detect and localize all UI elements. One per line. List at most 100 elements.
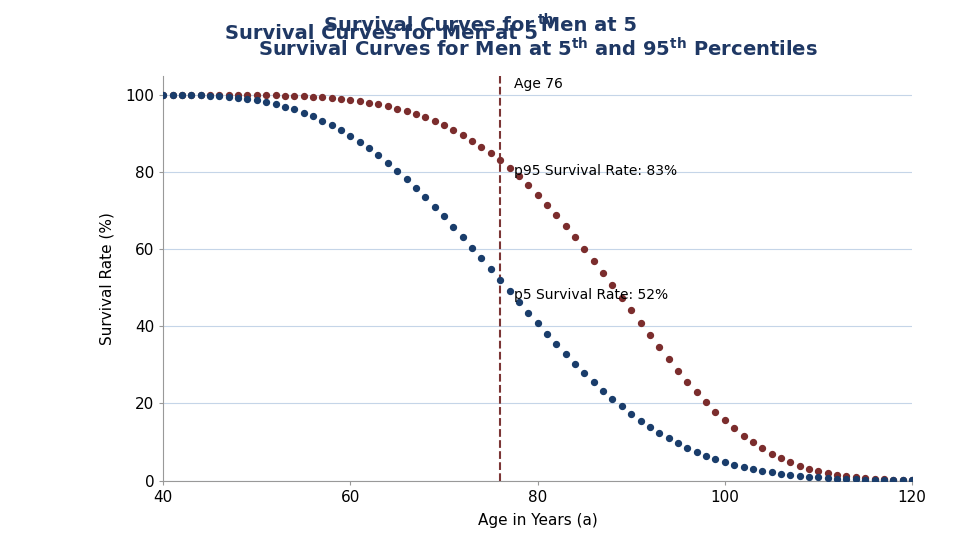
Point <box>520 181 536 190</box>
Point <box>352 97 368 105</box>
Point <box>642 331 658 340</box>
Point <box>530 191 545 199</box>
Point <box>371 151 386 160</box>
Point <box>867 475 882 483</box>
Text: p5 Survival Rate: 52%: p5 Survival Rate: 52% <box>515 288 668 302</box>
Point <box>343 131 358 140</box>
Point <box>511 298 526 306</box>
Point <box>680 443 695 452</box>
Point <box>175 91 190 99</box>
Point <box>717 457 732 466</box>
Point <box>782 470 798 479</box>
Point <box>315 116 330 125</box>
Point <box>689 448 705 456</box>
Point <box>305 92 321 101</box>
Point <box>849 473 864 482</box>
Point <box>343 96 358 104</box>
Point <box>408 110 423 118</box>
Point <box>577 244 592 253</box>
Point <box>595 268 611 277</box>
Point <box>829 474 845 483</box>
Point <box>277 91 293 100</box>
Point <box>567 233 583 241</box>
Point <box>455 233 470 241</box>
Point <box>755 444 770 453</box>
Point <box>792 471 807 480</box>
Point <box>371 100 386 109</box>
Point <box>708 455 723 463</box>
Point <box>614 293 630 302</box>
Point <box>483 265 498 273</box>
Point <box>867 475 882 484</box>
Point <box>764 449 780 458</box>
Point <box>390 104 405 113</box>
Point <box>286 92 301 100</box>
Text: Survival Curves for Men at 5: Survival Curves for Men at 5 <box>225 24 538 43</box>
Point <box>230 91 246 99</box>
Point <box>474 143 490 151</box>
Point <box>165 91 180 99</box>
Point <box>829 470 845 479</box>
Point <box>857 475 873 484</box>
Point <box>390 166 405 175</box>
Point <box>240 94 255 103</box>
Point <box>717 416 732 424</box>
Point <box>614 402 630 411</box>
Point <box>857 474 873 482</box>
Point <box>736 463 752 471</box>
Point <box>736 431 752 440</box>
Point <box>774 469 789 478</box>
Point <box>661 434 677 442</box>
Point <box>502 164 517 172</box>
Point <box>156 91 171 99</box>
Point <box>511 172 526 181</box>
Point <box>633 416 648 425</box>
Point <box>745 438 760 447</box>
Point <box>586 377 601 386</box>
Point <box>286 105 301 114</box>
Point <box>904 476 920 484</box>
Point <box>904 476 920 484</box>
Point <box>567 360 583 368</box>
Point <box>849 475 864 484</box>
Point <box>708 407 723 416</box>
Point <box>483 149 498 158</box>
Point <box>764 468 780 477</box>
Text: Survival Curves for Men at 5: Survival Curves for Men at 5 <box>324 16 636 35</box>
Point <box>652 343 667 352</box>
Point <box>886 475 901 484</box>
Point <box>399 175 415 184</box>
Point <box>810 467 826 476</box>
Point <box>380 159 396 167</box>
Text: th: th <box>538 13 554 27</box>
Point <box>745 465 760 474</box>
Point <box>445 125 461 134</box>
Point <box>792 462 807 470</box>
Point <box>727 460 742 469</box>
Point <box>193 91 208 99</box>
Point <box>670 366 685 375</box>
Point <box>540 200 555 209</box>
Point <box>530 319 545 328</box>
Point <box>577 369 592 377</box>
Point <box>268 100 283 109</box>
Point <box>250 91 265 99</box>
Point <box>876 476 892 484</box>
Point <box>399 107 415 116</box>
Point <box>175 91 190 99</box>
Point <box>436 121 451 130</box>
Point <box>183 91 199 99</box>
Point <box>436 212 451 221</box>
Point <box>549 340 564 348</box>
Point <box>305 112 321 121</box>
Point <box>165 91 180 99</box>
Text: Age 76: Age 76 <box>515 77 564 91</box>
Title: Survival Curves for Men at 5$\mathregular{^{th}}$ and 95$\mathregular{^{th}}$ Pe: Survival Curves for Men at 5$\mathregula… <box>258 37 817 60</box>
Point <box>624 409 639 418</box>
Point <box>193 91 208 99</box>
Point <box>212 91 228 99</box>
Point <box>427 117 443 125</box>
Point <box>820 469 835 477</box>
Point <box>895 476 910 484</box>
Point <box>502 287 517 295</box>
